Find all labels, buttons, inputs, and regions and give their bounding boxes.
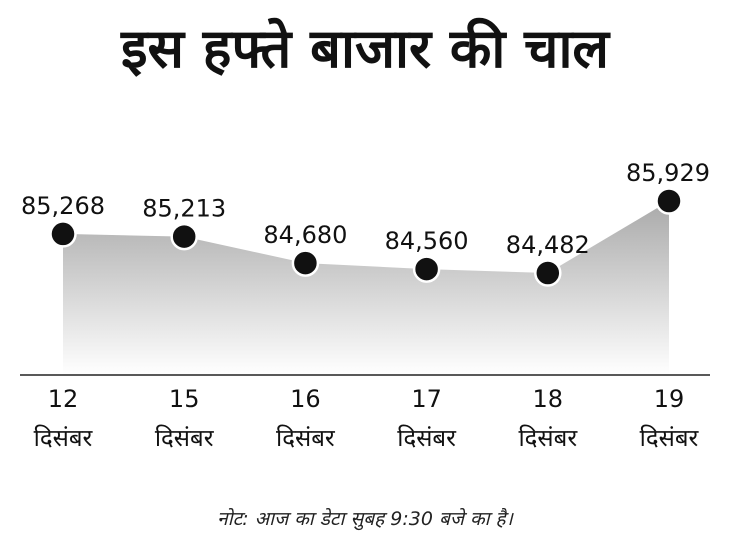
x-tick-labels: 12 दिसंबर 15 दिसंबर 16 दिसंबर 17 दिसंबर 18 दिसंबर… <box>34 385 700 452</box>
chart-title: इस हफ्ते बाजार की चाल <box>120 17 610 80</box>
data-point <box>655 187 683 215</box>
data-label: 84,482 <box>506 231 590 259</box>
x-tick-day: 19 <box>654 385 685 413</box>
area-layer <box>63 201 669 375</box>
data-points <box>49 187 683 287</box>
x-tick-month: दिसंबर <box>518 424 578 452</box>
data-label: 85,268 <box>21 192 105 220</box>
data-label: 84,560 <box>385 227 469 255</box>
area-fill <box>63 201 669 375</box>
x-tick-day: 17 <box>411 385 442 413</box>
x-tick-month: दिसंबर <box>155 424 215 452</box>
x-tick-day: 12 <box>48 385 79 413</box>
data-point <box>170 222 198 251</box>
data-point <box>49 220 77 248</box>
x-tick-day: 18 <box>533 385 564 413</box>
data-point <box>291 249 320 277</box>
x-tick-month: दिसंबर <box>34 424 94 452</box>
data-label: 84,680 <box>263 221 347 249</box>
x-tick-month: दिसंबर <box>397 424 457 452</box>
x-tick-day: 16 <box>290 385 321 413</box>
data-label: 85,929 <box>626 159 710 187</box>
data-point <box>412 255 441 283</box>
footnote: नोट: आज का डेटा सुबह 9:30 बजे का है। <box>217 508 513 530</box>
x-tick-month: दिसंबर <box>640 424 700 452</box>
data-labels: 85,268 85,213 84,680 84,560 84,482 85,929 <box>21 159 710 259</box>
x-tick-day: 15 <box>169 385 200 413</box>
data-point <box>534 259 562 287</box>
x-tick-month: दिसंबर <box>276 424 336 452</box>
data-label: 85,213 <box>142 195 226 223</box>
